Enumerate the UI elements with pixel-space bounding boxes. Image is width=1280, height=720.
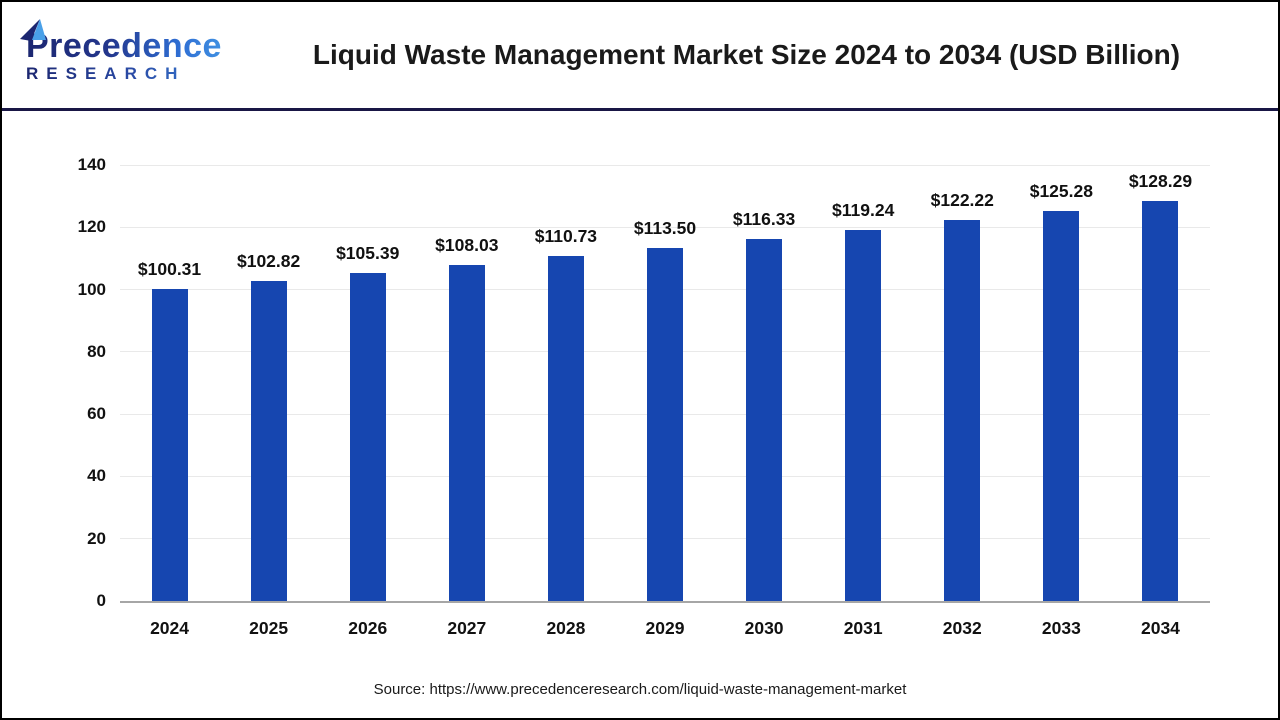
x-axis-tick-label: 2028 bbox=[546, 618, 586, 638]
y-axis-tick-label: 0 bbox=[96, 591, 106, 610]
bar-value-label: $113.50 bbox=[633, 217, 697, 238]
bar-2033 bbox=[1043, 210, 1080, 601]
bar-value-label: $125.28 bbox=[1029, 180, 1093, 201]
bar-2034 bbox=[1142, 201, 1179, 601]
bar-value-label: $105.39 bbox=[336, 242, 400, 263]
logo-wordmark: Precedence bbox=[20, 18, 241, 65]
x-axis-tick-label: 2029 bbox=[645, 618, 685, 638]
bar-value-label: $102.82 bbox=[236, 250, 301, 271]
bar-2027 bbox=[448, 264, 485, 601]
y-axis-tick-label: 80 bbox=[87, 341, 106, 361]
gridline-y-140 bbox=[120, 164, 1210, 166]
header: Precedence RESEARCH Liquid Waste Managem… bbox=[2, 2, 1278, 111]
bar-2030 bbox=[746, 238, 783, 601]
bar-2025 bbox=[250, 280, 287, 601]
bar-2028 bbox=[547, 256, 584, 601]
bar-2029 bbox=[647, 247, 683, 601]
logo-sail-icon bbox=[20, 18, 46, 41]
bar-2026 bbox=[349, 272, 386, 601]
plot-area bbox=[120, 164, 1210, 603]
x-axis-tick-label: 2024 bbox=[150, 618, 189, 638]
x-axis-tick-label: 2033 bbox=[1041, 618, 1081, 638]
logo-name-text: Precedence bbox=[26, 26, 222, 65]
source-line: Source: https://www.precedenceresearch.c… bbox=[373, 681, 907, 698]
x-axis-tick-label: 2026 bbox=[348, 618, 388, 638]
bar-value-label: $116.33 bbox=[732, 208, 796, 229]
bar-value-label: $128.29 bbox=[1128, 171, 1193, 192]
precedence-research-logo: Precedence RESEARCH bbox=[20, 18, 241, 82]
x-axis-tick-label: 2027 bbox=[447, 618, 487, 638]
x-axis-tick-label: 2034 bbox=[1140, 618, 1180, 638]
y-axis-tick-label: 140 bbox=[77, 155, 106, 174]
bar-value-label: $110.73 bbox=[534, 226, 598, 247]
bar-2031 bbox=[845, 229, 882, 601]
x-axis-tick-label: 2025 bbox=[249, 618, 289, 638]
bar-value-label: $119.24 bbox=[832, 199, 895, 220]
logo-subname-text: RESEARCH bbox=[26, 65, 241, 82]
bar-2024 bbox=[151, 288, 188, 601]
y-axis-tick-label: 40 bbox=[87, 466, 106, 486]
x-axis-tick-label: 2030 bbox=[744, 618, 784, 638]
x-axis-tick-label: 2031 bbox=[843, 618, 883, 638]
gridline-y-120 bbox=[120, 226, 1210, 228]
chart-title: Liquid Waste Management Market Size 2024… bbox=[312, 39, 1181, 70]
y-axis-tick-label: 60 bbox=[87, 404, 106, 424]
bar-2032 bbox=[944, 220, 981, 601]
y-axis-tick-label: 100 bbox=[77, 279, 106, 299]
bar-value-label: $100.31 bbox=[137, 258, 202, 279]
x-axis-tick-label: 2032 bbox=[942, 618, 982, 638]
bar-value-label: $122.22 bbox=[930, 190, 994, 211]
bar-value-label: $108.03 bbox=[435, 234, 499, 255]
y-axis-tick-label: 120 bbox=[77, 217, 106, 237]
y-axis-tick-label: 20 bbox=[87, 528, 106, 548]
